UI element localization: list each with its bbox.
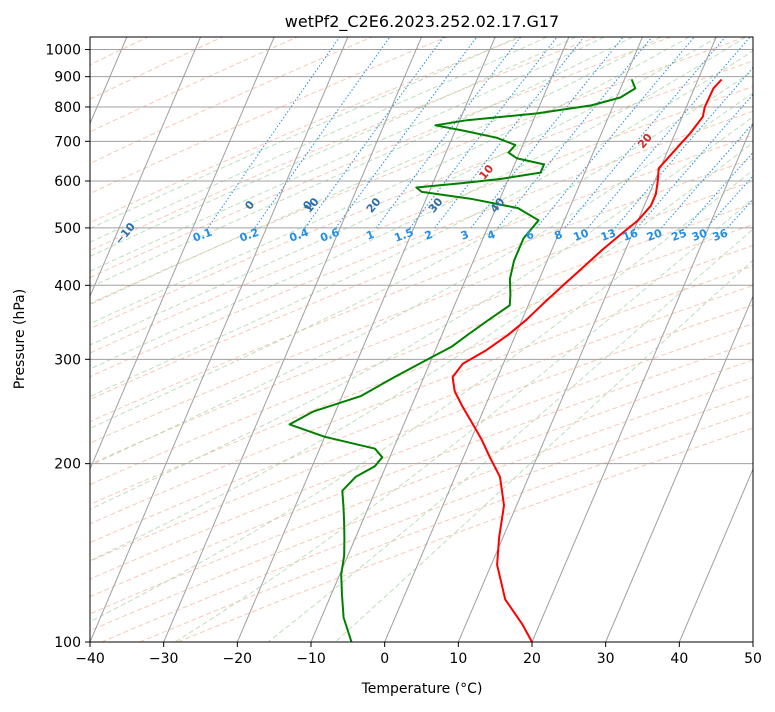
y-tick-label: 100 — [54, 635, 81, 651]
isotherm-line — [458, 37, 716, 642]
x-tick-label: 10 — [449, 651, 467, 667]
dry-adiabat-line — [178, 37, 775, 642]
mixing-ratio-label: 20 — [645, 226, 664, 244]
moist-adiabat-line — [0, 37, 775, 642]
mixing-ratio-label: 0.1 — [191, 226, 214, 245]
dry-adiabat-line — [0, 37, 775, 642]
dry-adiabat-label: 0 — [242, 198, 257, 212]
dry-adiabat-line — [0, 37, 775, 642]
mixing-ratio-label: 16 — [621, 226, 640, 244]
isotherm-line — [16, 37, 274, 642]
dry-adiabat-line — [0, 37, 223, 642]
moist-adiabat-line — [0, 37, 576, 642]
moist-adiabat-line — [0, 37, 775, 642]
dry-adiabat-label: −10 — [112, 220, 138, 247]
x-tick-label: 20 — [523, 651, 541, 667]
x-tick-label: 0 — [380, 651, 389, 667]
y-tick-label: 600 — [54, 174, 81, 190]
isotherm-line — [385, 37, 643, 642]
dry-adiabat-line — [0, 37, 775, 642]
x-tick-label: 30 — [597, 651, 615, 667]
mixing-ratio-label: 4 — [485, 228, 497, 243]
mixing-ratio-label: 8 — [553, 228, 565, 243]
dry-adiabat-line — [0, 37, 775, 642]
y-tick-label: 500 — [54, 221, 81, 237]
dry-adiabat-line — [63, 37, 775, 642]
mixing-ratio-label: 36 — [711, 226, 730, 244]
mixing-ratio-label: 1 — [365, 228, 377, 243]
moist-adiabat-line — [0, 37, 633, 642]
x-tick-label: −20 — [223, 651, 253, 667]
x-tick-label: 40 — [670, 651, 688, 667]
y-tick-label: 700 — [54, 134, 81, 150]
x-tick-label: 50 — [744, 651, 762, 667]
isotherm-line — [0, 37, 201, 642]
dry-adiabat-line — [25, 37, 775, 642]
moist-adiabat-line — [0, 37, 775, 642]
y-tick-label: 800 — [54, 100, 81, 116]
mixing-ratio-line — [637, 37, 775, 228]
x-axis-label: Temperature (°C) — [361, 681, 483, 697]
dry-adiabat-line — [0, 37, 775, 642]
dry-adiabat-line — [0, 37, 775, 642]
x-tick-label: −10 — [296, 651, 326, 667]
mixing-ratio-line — [208, 37, 340, 228]
y-tick-label: 1000 — [45, 43, 81, 59]
chart-title: wetPf2_C2E6.2023.252.02.17.G17 — [285, 12, 559, 32]
mixing-ratio-label: 1.5 — [393, 226, 416, 245]
mixing-ratio-label: 30 — [690, 226, 709, 244]
background-lines — [0, 37, 775, 642]
dry-adiabat-line — [0, 37, 297, 642]
dry-adiabat-line — [0, 37, 775, 642]
dry-adiabat-line — [0, 37, 775, 642]
dry-adiabat-line — [0, 37, 775, 642]
isotherm-line — [164, 37, 422, 642]
isotherm-line — [90, 37, 348, 642]
isotherm-line — [311, 37, 569, 642]
mixing-ratio-line — [435, 37, 584, 228]
mixing-ratio-label: 13 — [599, 227, 618, 244]
dry-adiabat-line — [0, 37, 775, 642]
mixing-ratio-label: 6 — [524, 228, 536, 243]
dry-adiabat-line — [0, 37, 596, 642]
isotherm-line — [753, 37, 775, 642]
dry-adiabat-line — [0, 37, 775, 642]
temperature-trace — [453, 80, 722, 643]
dry-adiabat-line — [0, 37, 775, 642]
sounding-traces — [290, 80, 722, 643]
moist-adiabat-line — [0, 37, 547, 642]
moist-adiabat-line — [175, 37, 775, 642]
mixing-ratio-label: 10 — [572, 226, 591, 244]
dry-adiabat-line — [0, 37, 775, 642]
mixing-ratio-label: 0.2 — [238, 226, 261, 245]
y-tick-label: 900 — [54, 70, 81, 86]
dry-adiabat-line — [0, 37, 73, 642]
mixing-ratio-line — [727, 37, 775, 228]
mixing-ratio-label: 3 — [459, 228, 471, 243]
y-tick-label: 200 — [54, 457, 81, 473]
x-tick-label: −40 — [75, 651, 105, 667]
mixing-ratio-label: 0.6 — [318, 226, 341, 245]
dewpoint-trace — [290, 80, 636, 643]
dry-adiabat-line — [0, 37, 372, 642]
dry-adiabat-line — [0, 37, 775, 642]
mixing-ratio-label: 0.4 — [288, 226, 311, 245]
moist-adiabat-line — [0, 37, 775, 642]
y-axis-ticks: 100 200 300 400 500 600 700 800 900 1000 — [45, 43, 90, 651]
y-tick-label: 300 — [54, 352, 81, 368]
x-axis-ticks: −40 −30 −20 −10 0 10 20 30 40 50 — [75, 642, 762, 667]
dry-adiabat-line — [0, 37, 671, 642]
mixing-ratio-label: 25 — [670, 227, 689, 244]
y-axis-label: Pressure (hPa) — [12, 289, 28, 389]
y-tick-label: 400 — [54, 278, 81, 294]
moist-adiabat-line — [0, 37, 718, 642]
x-tick-label: −30 — [149, 651, 179, 667]
